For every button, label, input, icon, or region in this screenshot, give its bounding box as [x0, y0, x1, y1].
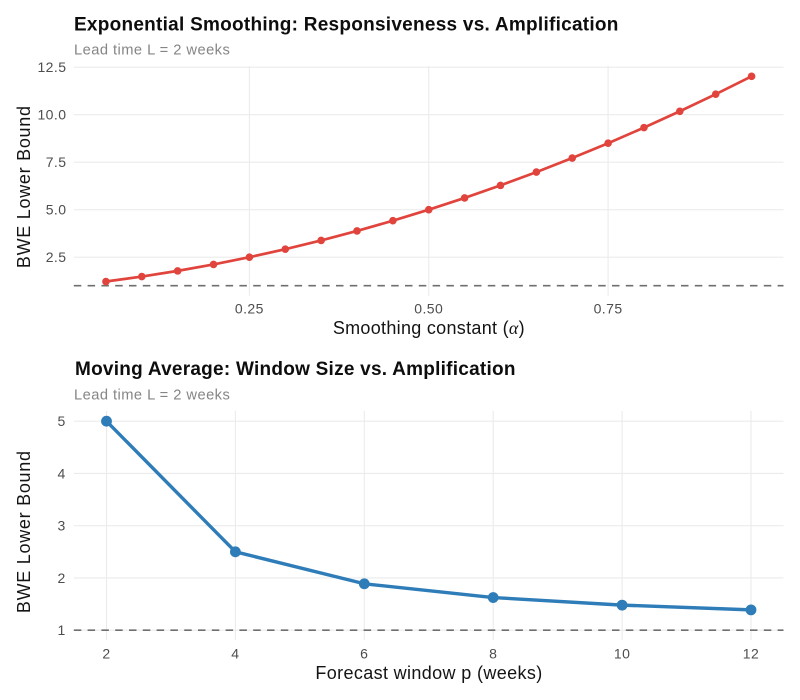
svg-text:2: 2: [102, 646, 110, 662]
svg-text:Forecast window p (weeks): Forecast window p (weeks): [315, 663, 542, 683]
svg-text:8: 8: [489, 646, 497, 662]
svg-text:Moving Average: Window Size vs: Moving Average: Window Size vs. Amplific…: [75, 359, 516, 380]
svg-text:12: 12: [743, 646, 759, 662]
svg-text:4: 4: [58, 465, 66, 481]
svg-text:6: 6: [360, 646, 368, 662]
svg-text:5.0: 5.0: [46, 202, 67, 218]
svg-text:7.5: 7.5: [46, 154, 67, 170]
svg-text:Lead time L = 2 weeks: Lead time L = 2 weeks: [74, 388, 230, 404]
svg-text:1: 1: [58, 622, 66, 638]
svg-text:Exponential Smoothing: Respons: Exponential Smoothing: Responsiveness vs…: [74, 14, 619, 35]
svg-text:2: 2: [58, 570, 66, 586]
svg-text:10: 10: [614, 646, 630, 662]
svg-text:0.25: 0.25: [235, 300, 264, 316]
svg-text:4: 4: [231, 646, 239, 662]
svg-text:0.75: 0.75: [594, 300, 623, 316]
svg-text:3: 3: [58, 518, 66, 534]
svg-text:BWE Lower Bound: BWE Lower Bound: [14, 450, 34, 613]
svg-text:BWE Lower Bound: BWE Lower Bound: [14, 105, 34, 268]
svg-text:Smoothing constant (α): Smoothing constant (α): [333, 318, 525, 338]
svg-text:10.0: 10.0: [37, 107, 66, 123]
svg-text:5: 5: [58, 413, 66, 429]
svg-text:12.5: 12.5: [37, 59, 66, 75]
svg-text:0.50: 0.50: [414, 300, 443, 316]
svg-text:2.5: 2.5: [46, 249, 67, 265]
svg-text:Lead time L = 2 weeks: Lead time L = 2 weeks: [74, 42, 230, 58]
